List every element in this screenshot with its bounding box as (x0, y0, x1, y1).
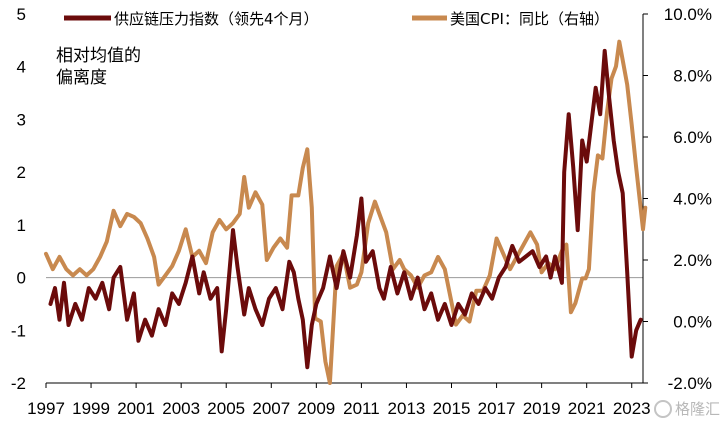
right-axis-tick-label: 4.0% (673, 190, 712, 209)
x-axis-tick-label: 2007 (252, 399, 290, 418)
watermark-logo-icon (654, 400, 672, 418)
right-axis-tick-label: 2.0% (673, 251, 712, 270)
left-axis-tick-label: 1 (17, 216, 26, 235)
legend-label-cpi: 美国CPI：同比（右轴） (450, 10, 609, 28)
left-axis-tick-label: 4 (17, 58, 26, 77)
series-line-us-cpi-yoy (44, 39, 648, 385)
x-axis-tick-label: 1997 (27, 399, 65, 418)
x-axis-tick-label: 2013 (388, 399, 426, 418)
series-line-supply-chain-pressure (48, 48, 643, 370)
right-axis-tick-label: 6.0% (673, 128, 712, 147)
right-axis-tick-label: 10.0% (664, 5, 712, 24)
x-axis-tick-label: 2003 (162, 399, 200, 418)
y-axis-title: 相对均值的 偏离度 (56, 46, 141, 88)
left-axis-tick-label: -1 (11, 321, 26, 340)
right-axis-tick-label: 8.0% (673, 67, 712, 86)
left-axis-tick-label: 2 (17, 163, 26, 182)
x-axis-tick-label: 2017 (478, 399, 516, 418)
x-axis-tick-label: 2015 (433, 399, 471, 418)
y-axis-title-line1: 相对均值的 (56, 46, 141, 66)
x-axis-tick-label: 1999 (72, 399, 110, 418)
left-axis-tick-label: -2 (11, 374, 26, 393)
x-axis-tick-label: 2021 (568, 399, 606, 418)
left-axis-tick-label: 0 (17, 269, 26, 288)
x-axis-tick-label: 2011 (343, 399, 380, 418)
x-axis-tick-label: 2001 (117, 399, 155, 418)
right-axis-tick-label: 0.0% (673, 313, 712, 332)
left-axis-tick-label: 3 (17, 110, 26, 129)
x-axis-tick-label: 2009 (297, 399, 335, 418)
y-axis-title-line2: 偏离度 (56, 68, 107, 88)
left-axis-tick-label: 5 (17, 5, 26, 24)
watermark-text: 格隆汇 (675, 400, 720, 418)
legend-label-supply-chain: 供应链压力指数（领先4个月） (114, 10, 319, 28)
legend: 供应链压力指数（领先4个月） 美国CPI：同比（右轴） (64, 10, 609, 28)
x-axis-tick-label: 2019 (523, 399, 561, 418)
x-axis-tick-label: 2005 (207, 399, 245, 418)
right-axis-tick-label: -2.0% (668, 374, 712, 393)
watermark: 格隆汇 (654, 400, 720, 418)
x-axis-tick-label: 2023 (613, 399, 651, 418)
